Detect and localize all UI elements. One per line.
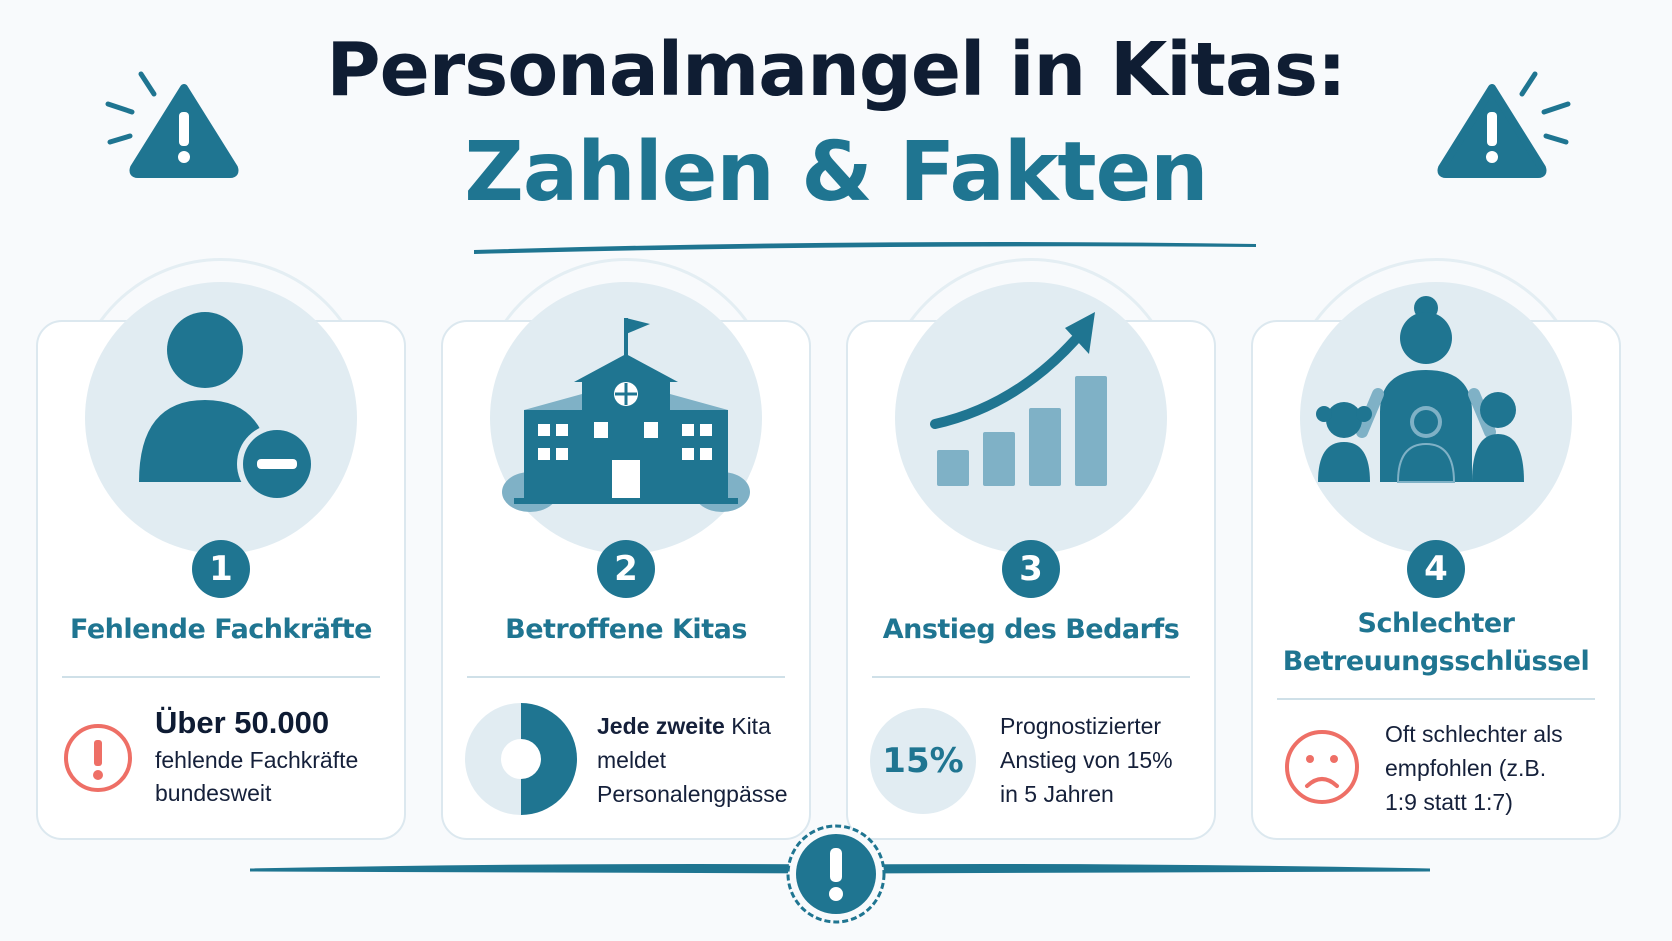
- card-1-text-line1: fehlende Fachkräfte: [155, 747, 359, 773]
- page-subtitle: Zahlen & Fakten: [464, 125, 1208, 220]
- card-1-title: Fehlende Fachkräfte: [70, 614, 372, 645]
- card-3-number-badge: 3: [1002, 540, 1060, 598]
- person-minus-icon: [139, 312, 317, 504]
- page-title: Personalmangel in Kitas:: [326, 27, 1346, 113]
- exclamation-badge-icon: [786, 824, 886, 924]
- percent-badge-label: 15%: [882, 741, 964, 781]
- growth-chart-icon: [930, 312, 1107, 486]
- caregiver-children-icon: [1316, 296, 1524, 483]
- card-1-highlight: Über 50.000: [155, 705, 330, 740]
- card-2-number-badge: 2: [597, 540, 655, 598]
- half-donut-chart-icon: [465, 703, 577, 815]
- card-4-divider: [1277, 698, 1595, 700]
- percent-badge: [870, 708, 976, 814]
- card-2-text-line2: meldet: [597, 747, 667, 773]
- card-2-text-line1: Jede zweite Kita: [597, 710, 771, 743]
- card-4-text-line1: Oft schlechter als: [1385, 721, 1563, 747]
- warning-triangle-icon-right: [1437, 71, 1571, 178]
- card-2-title: Betroffene Kitas: [505, 614, 747, 645]
- card-2-divider: [467, 676, 785, 678]
- title-underline: [474, 242, 1256, 254]
- card-1-divider: [62, 676, 380, 678]
- card-4-text-line2: empfohlen (z.B.: [1385, 755, 1547, 781]
- card-1-text-line2: bundesweit: [155, 780, 272, 806]
- school-building-icon: [502, 318, 750, 512]
- card-4-title-line2: Betreuungsschlüssel: [1282, 646, 1590, 677]
- card-2-bold-part: Jede zweite: [597, 713, 725, 739]
- card-4-number-badge: 4: [1407, 540, 1465, 598]
- card-3-divider: [872, 676, 1190, 678]
- sad-face-icon: [1285, 730, 1359, 804]
- card-3-text-line3: in 5 Jahren: [1000, 781, 1114, 807]
- card-1-number-badge: 1: [192, 540, 250, 598]
- card-4-title-line1: Schlechter: [1357, 608, 1516, 639]
- card-3-text-line1: Prognostizierter: [1000, 713, 1162, 739]
- card-2-text-line3: Personalengpässe: [597, 781, 788, 807]
- warning-triangle-icon-left: [105, 71, 239, 178]
- card-3-title: Anstieg des Bedarfs: [882, 614, 1180, 645]
- exclamation-circle-icon: [64, 724, 132, 792]
- card-2-text-rest: Kita: [724, 713, 771, 739]
- card-4-text-line3: 1:9 statt 1:7): [1385, 789, 1513, 815]
- card-3-text-line2: Anstieg von 15%: [1000, 747, 1173, 773]
